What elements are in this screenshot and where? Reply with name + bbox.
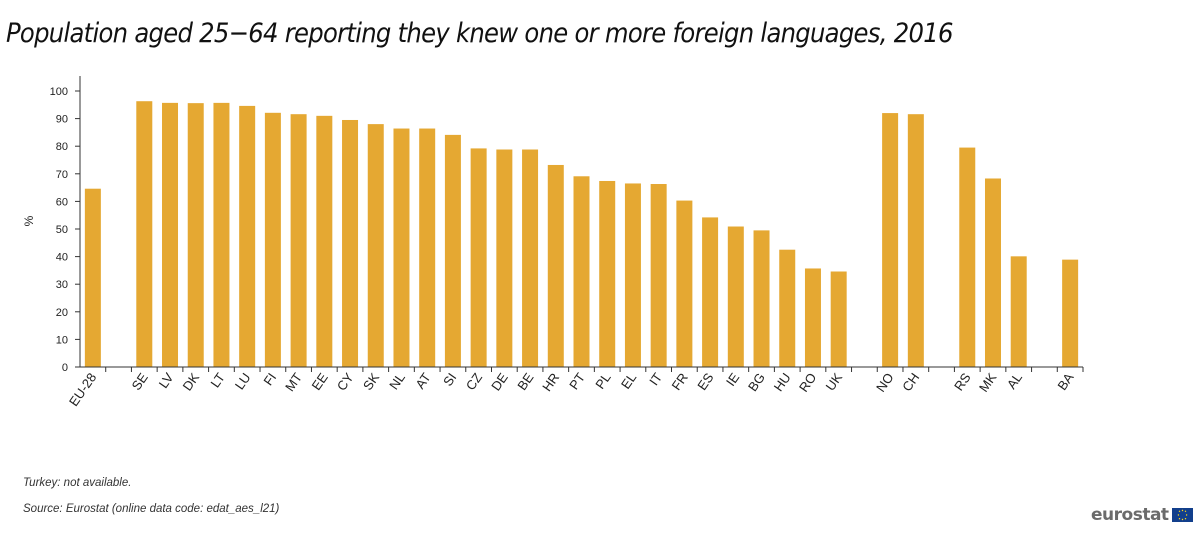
x-tick-label: EE — [309, 370, 331, 393]
x-tick-label: CY — [334, 370, 357, 394]
x-tick-label: LU — [232, 370, 254, 392]
x-tick-label: BG — [745, 370, 768, 394]
bar-se — [136, 101, 153, 367]
bar-bg — [753, 230, 770, 367]
bar-cz — [470, 148, 487, 367]
x-tick-label: IE — [723, 370, 743, 389]
x-tick-label: AL — [1004, 370, 1025, 392]
bar-nl — [393, 128, 410, 367]
y-axis: 0 10 20 30 40 50 60 70 80 90 100 — [50, 76, 81, 374]
x-tick-label: SK — [360, 370, 382, 393]
x-tick-label: FI — [260, 370, 279, 388]
x-tick-label: NO — [873, 370, 896, 395]
x-tick-label: EL — [618, 370, 639, 392]
bar-mt — [290, 114, 307, 368]
x-tick-label: PL — [592, 370, 613, 392]
y-tick-label: 0 — [62, 362, 68, 374]
bar-ro — [804, 268, 821, 367]
bar-pt — [573, 176, 590, 367]
x-tick-label: SI — [440, 370, 459, 389]
x-tick-label: BE — [514, 370, 536, 393]
y-tick-label: 20 — [56, 307, 68, 319]
eurostat-logo: eurostat — [1091, 505, 1193, 525]
bar-eu-28 — [84, 188, 101, 367]
x-tick-label: RS — [951, 370, 974, 394]
bar-pl — [599, 180, 616, 367]
x-axis: EU-28 SE LV DK LT LU FI MT EE CY SK NL AT SI CZ DE BE HR P… — [66, 366, 1084, 409]
x-tick-label: ES — [694, 370, 716, 393]
x-tick-label: DE — [488, 370, 511, 394]
bar-es — [702, 217, 719, 367]
x-tick-label: IT — [646, 370, 665, 388]
y-tick-label: 10 — [56, 334, 68, 346]
bar-fi — [264, 112, 281, 367]
y-tick-label: 40 — [56, 252, 68, 264]
bar-al — [1010, 256, 1027, 367]
chart-title: Population aged 25−64 reporting they kne… — [6, 18, 953, 49]
eu-flag-icon — [1171, 508, 1193, 522]
x-tick-label: RO — [796, 370, 819, 395]
bar-mk — [984, 178, 1001, 367]
source-note: Source: Eurostat (online data code: edat… — [23, 503, 280, 515]
bar-rs — [959, 147, 976, 367]
x-tick-label: CH — [899, 370, 922, 394]
x-tick-label: UK — [822, 370, 845, 394]
y-tick-label: 50 — [56, 224, 68, 236]
bar-no — [882, 113, 899, 367]
x-tick-label: EU-28 — [66, 370, 99, 409]
x-tick-label: CZ — [463, 370, 485, 393]
bar-ee — [316, 115, 333, 367]
bar-hu — [779, 249, 796, 367]
bar-ba — [1062, 259, 1079, 367]
bar-it — [650, 184, 667, 367]
y-tick-label: 100 — [50, 86, 68, 98]
bar-ch — [907, 114, 924, 368]
bar-lu — [239, 105, 256, 368]
x-tick-label: MT — [282, 370, 305, 394]
bar-sk — [367, 124, 384, 368]
x-tick-label: LT — [207, 370, 227, 390]
bar-cy — [342, 119, 359, 367]
y-tick-label: 90 — [56, 114, 68, 126]
y-tick-label: 60 — [56, 196, 68, 208]
y-axis-label: % — [22, 215, 36, 226]
bar-el — [624, 183, 641, 367]
x-tick-label: DK — [180, 370, 203, 394]
bar-at — [419, 128, 436, 367]
x-tick-label: AT — [412, 370, 433, 391]
bar-uk — [830, 271, 847, 367]
x-tick-label: HR — [539, 370, 562, 394]
bar-de — [496, 149, 513, 367]
logo-text: eurostat — [1091, 505, 1169, 525]
bar-ie — [727, 226, 744, 367]
note-turkey: Turkey: not available. — [23, 477, 132, 489]
bar-be — [522, 149, 539, 367]
y-tick-label: 80 — [56, 141, 68, 153]
y-tick-label: 70 — [56, 169, 68, 181]
y-tick-label: 30 — [56, 279, 68, 291]
x-tick-label: PT — [566, 370, 588, 392]
bar-fr — [676, 200, 693, 367]
x-tick-label: HU — [771, 370, 794, 394]
bar-chart: 0 10 20 30 40 50 60 70 80 90 100 EU-28 SE LV DK LT LU FI… — [22, 76, 1084, 409]
x-tick-label: MK — [976, 370, 1000, 395]
bars — [84, 101, 1079, 368]
x-tick-label: LV — [156, 370, 177, 391]
x-tick-label: SE — [129, 370, 151, 393]
x-tick-label: NL — [386, 370, 408, 392]
bar-dk — [187, 103, 204, 368]
bar-hr — [547, 164, 564, 367]
bar-lt — [213, 102, 230, 368]
x-tick-label: FR — [669, 370, 691, 393]
x-tick-label: BA — [1054, 370, 1076, 393]
bar-lv — [162, 102, 179, 368]
bar-si — [444, 134, 461, 367]
